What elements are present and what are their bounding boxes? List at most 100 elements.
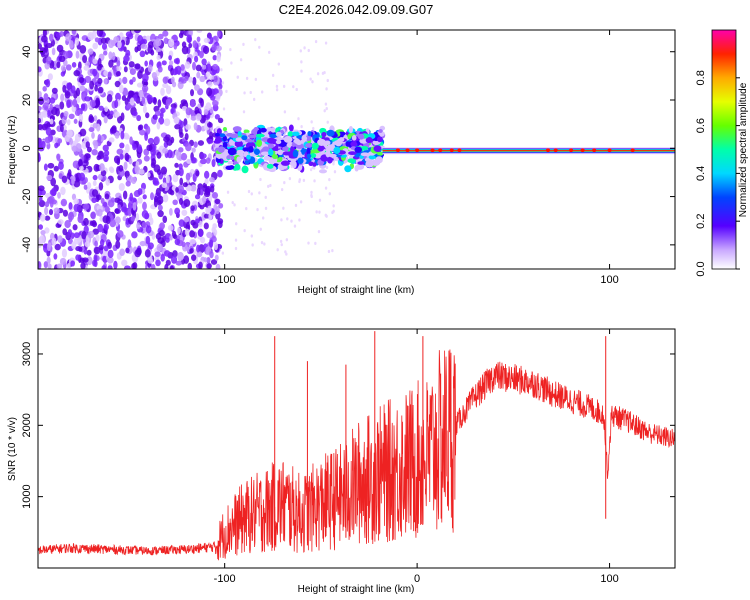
- heatmap-cell: [258, 45, 261, 49]
- heatmap-cell: [162, 147, 169, 154]
- heatmap-cell: [181, 105, 188, 111]
- heatmap-cell: [344, 165, 352, 173]
- heatmap-cell: [205, 71, 211, 78]
- heatmap-cell: [56, 263, 63, 269]
- heatmap-cell: [141, 221, 147, 229]
- heatmap-cell: [57, 191, 61, 199]
- heatmap-cell: [235, 137, 243, 142]
- heatmap-cell: [297, 117, 300, 121]
- heatmap-cell: [245, 207, 248, 211]
- heatmap-cell: [43, 163, 48, 171]
- heatmap-cell: [217, 169, 223, 178]
- heatmap-cell: [305, 143, 313, 148]
- heatmap-cell: [194, 55, 199, 63]
- heatmap-cell: [160, 253, 165, 262]
- heatmap-cell: [62, 228, 68, 236]
- heatmap-cell: [244, 138, 253, 143]
- heatmap-cell: [300, 125, 303, 129]
- heatmap-cell: [184, 61, 191, 69]
- heatmap-cell: [204, 187, 211, 196]
- heatmap-cell: [81, 257, 89, 263]
- heatmap-cell: [207, 122, 213, 128]
- heatmap-cell: [405, 148, 410, 153]
- heatmap-cell: [195, 218, 200, 224]
- heatmap-cell: [179, 177, 184, 186]
- heatmap-cell: [96, 155, 102, 161]
- heatmap-cell: [49, 33, 54, 42]
- heatmap-cell: [215, 45, 222, 52]
- heatmap-cell: [190, 99, 196, 108]
- heatmap-cell: [200, 153, 207, 159]
- heatmap-cell: [134, 165, 139, 173]
- heatmap-cell: [212, 99, 219, 107]
- heatmap-cell: [198, 261, 203, 269]
- heatmap-cell: [103, 78, 108, 85]
- heatmap-cell: [294, 203, 298, 207]
- heatmap-cell: [122, 76, 128, 85]
- heatmap-cell: [377, 136, 383, 143]
- heatmap-cell: [286, 217, 289, 221]
- heatmap-cell: [204, 178, 209, 185]
- heatmap-cell: [158, 117, 165, 125]
- heatmap-cell: [44, 201, 50, 208]
- heatmap-cell: [226, 190, 230, 194]
- heatmap-cell: [215, 263, 221, 269]
- heatmap-cell: [157, 199, 162, 206]
- heatmap-cell: [143, 87, 147, 96]
- heatmap-cell: [275, 139, 282, 145]
- heatmap-cell: [180, 99, 188, 105]
- heatmap-cell: [360, 152, 370, 157]
- heatmap-cell: [299, 200, 303, 204]
- heatmap-cell: [78, 158, 83, 167]
- heatmap-cell: [98, 182, 104, 191]
- heatmap-cell: [86, 249, 92, 256]
- heatmap-cell: [178, 197, 184, 205]
- heatmap-cell: [280, 243, 283, 247]
- heatmap-cell: [38, 261, 42, 269]
- heatmap-cell: [247, 189, 251, 194]
- heatmap-cell: [365, 160, 374, 168]
- heatmap-cell: [218, 133, 226, 138]
- snr-x-tick-label: -100: [214, 573, 236, 585]
- heatmap-cell: [92, 58, 98, 65]
- heatmap-cell: [42, 30, 47, 38]
- heatmap-cell: [190, 156, 197, 164]
- heatmap-cell: [307, 130, 312, 137]
- heatmap-cell: [303, 46, 306, 50]
- heatmap-cell: [38, 185, 45, 192]
- heatmap-cell: [79, 128, 87, 137]
- heatmap-cell: [189, 230, 196, 238]
- heatmap-cell: [272, 154, 279, 160]
- heatmap-cell: [258, 191, 261, 195]
- heatmap-cell: [288, 177, 292, 181]
- heatmap-cell: [217, 146, 225, 153]
- heatmap-cell: [206, 231, 213, 239]
- heatmap-cell: [263, 155, 271, 161]
- heatmap-cell: [64, 220, 71, 229]
- heatmap-cell: [118, 84, 124, 94]
- heatmap-cell: [172, 199, 178, 206]
- heatmap-cell: [78, 77, 85, 83]
- heatmap-cell: [175, 57, 180, 65]
- heatmap-cell: [47, 162, 55, 169]
- heatmap-cell: [199, 236, 206, 244]
- heatmap-cell: [196, 30, 203, 33]
- heatmap-cell: [190, 89, 195, 97]
- heatmap-cell: [105, 215, 111, 225]
- heatmap-cell: [146, 94, 153, 102]
- heatmap-cell: [269, 133, 278, 139]
- heatmap-cell: [415, 148, 420, 153]
- heatmap-cell: [332, 162, 335, 166]
- heatmap-cell: [275, 88, 279, 92]
- heatmap-cell: [206, 63, 212, 72]
- heatmap-cell: [277, 164, 283, 169]
- heatmap-cell: [169, 207, 173, 216]
- heatmap-cell: [545, 148, 550, 153]
- heatmap-cell: [253, 148, 261, 156]
- heatmap-cell: [199, 75, 206, 83]
- heatmap-cell: [155, 187, 161, 197]
- snr-y-tick-label: 1000: [21, 484, 33, 508]
- heatmap-cell: [44, 136, 52, 144]
- heatmap-cell: [97, 86, 104, 94]
- heatmap-cell: [44, 227, 50, 234]
